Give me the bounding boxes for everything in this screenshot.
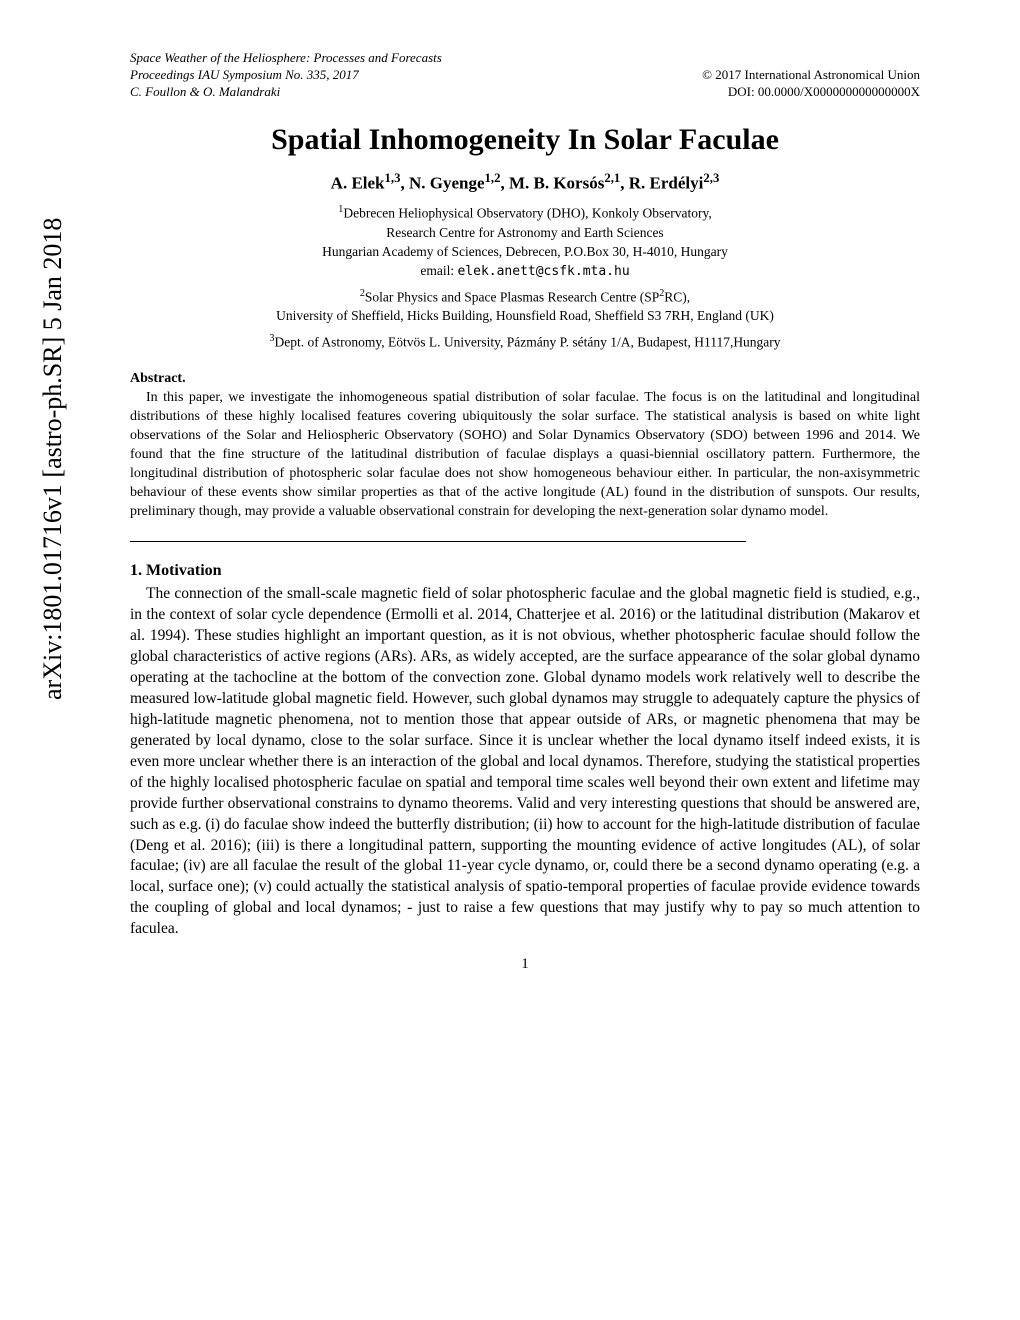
- author2-sup: 1,2: [485, 171, 501, 185]
- section1-body: The connection of the small-scale magnet…: [130, 584, 920, 940]
- aff2b-text: University of Sheffield, Hicks Building,…: [276, 308, 774, 323]
- aff2-text: Solar Physics and Space Plasmas Research…: [365, 289, 659, 304]
- email-label: email:: [420, 263, 457, 278]
- author1: A. Elek: [331, 173, 385, 192]
- divider: [130, 541, 746, 542]
- author3: , M. B. Korsós: [500, 173, 604, 192]
- author4-sup: 2,3: [703, 171, 719, 185]
- authors: A. Elek1,3, N. Gyenge1,2, M. B. Korsós2,…: [130, 171, 920, 194]
- author1-sup: 1,3: [385, 171, 401, 185]
- page-title: Spatial Inhomogeneity In Solar Faculae: [130, 123, 920, 157]
- abstract-block: Abstract. In this paper, we investigate …: [130, 370, 920, 521]
- email: elek.anett@csfk.mta.hu: [457, 264, 629, 279]
- affiliation1: 1Debrecen Heliophysical Observatory (DHO…: [130, 203, 920, 280]
- header-line2-left: Proceedings IAU Symposium No. 335, 2017: [130, 67, 359, 84]
- section1-heading: 1. Motivation: [130, 562, 920, 580]
- aff1c-text: Hungarian Academy of Sciences, Debrecen,…: [322, 244, 728, 259]
- affiliation3: 3Dept. of Astronomy, Eötvös L. Universit…: [130, 332, 920, 352]
- header-line3-left: C. Foullon & O. Malandraki: [130, 84, 280, 101]
- affiliation2: 2Solar Physics and Space Plasmas Researc…: [130, 287, 920, 326]
- header-line2: Proceedings IAU Symposium No. 335, 2017 …: [130, 67, 920, 84]
- aff2-end: RC),: [664, 289, 690, 304]
- header-line2-right: © 2017 International Astronomical Union: [702, 67, 920, 84]
- aff1b-text: Research Centre for Astronomy and Earth …: [386, 225, 663, 240]
- page-content: Space Weather of the Heliosphere: Proces…: [0, 0, 1020, 1013]
- author4: , R. Erdélyi: [620, 173, 703, 192]
- header-line1: Space Weather of the Heliosphere: Proces…: [130, 50, 920, 67]
- header-info: Space Weather of the Heliosphere: Proces…: [130, 50, 920, 101]
- aff3-text: Dept. of Astronomy, Eötvös L. University…: [274, 334, 780, 349]
- abstract-text: In this paper, we investigate the inhomo…: [130, 389, 920, 521]
- abstract-label: Abstract.: [130, 370, 920, 389]
- page-number: 1: [130, 956, 920, 973]
- author3-sup: 2,1: [604, 171, 620, 185]
- aff1-text: Debrecen Heliophysical Observatory (DHO)…: [343, 206, 711, 221]
- header-line3: C. Foullon & O. Malandraki DOI: 00.0000/…: [130, 84, 920, 101]
- author2: , N. Gyenge: [400, 173, 484, 192]
- arxiv-label: arXiv:1801.01716v1 [astro-ph.SR] 5 Jan 2…: [38, 218, 68, 700]
- header-line3-right: DOI: 00.0000/X000000000000000X: [728, 84, 920, 101]
